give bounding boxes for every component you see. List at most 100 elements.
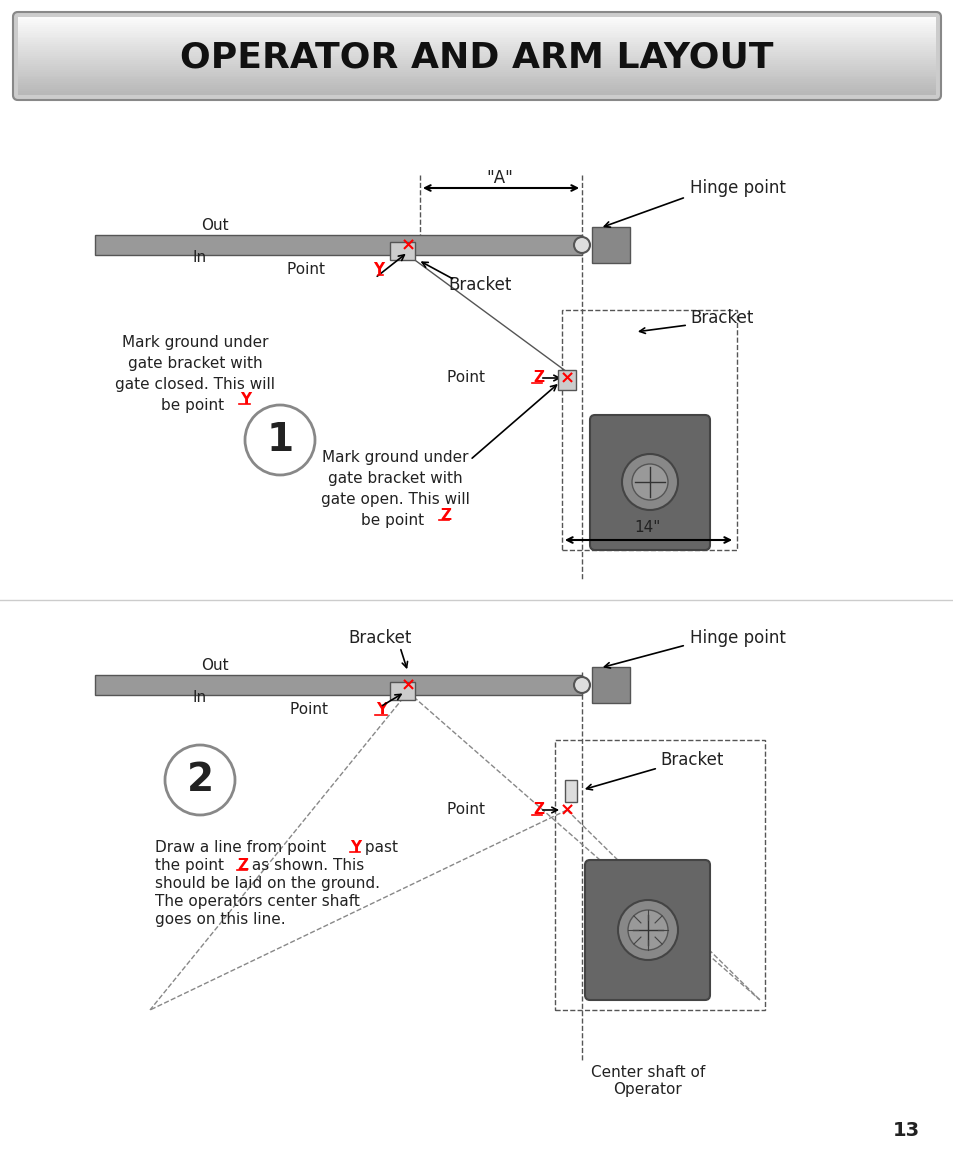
Text: Point: Point bbox=[447, 802, 490, 817]
Circle shape bbox=[574, 236, 589, 253]
Text: Y: Y bbox=[375, 702, 387, 717]
Text: The operators center shaft: The operators center shaft bbox=[154, 894, 359, 909]
Bar bbox=[390, 242, 415, 260]
Bar bbox=[558, 370, 576, 389]
Bar bbox=[18, 81, 935, 83]
Text: Point: Point bbox=[290, 702, 333, 717]
Bar bbox=[18, 23, 935, 24]
Bar bbox=[18, 78, 935, 80]
FancyBboxPatch shape bbox=[589, 415, 709, 551]
Text: Y: Y bbox=[373, 262, 384, 277]
Text: Z: Z bbox=[533, 802, 543, 817]
Text: Bracket: Bracket bbox=[448, 276, 511, 294]
Bar bbox=[18, 36, 935, 38]
Bar bbox=[564, 780, 577, 802]
Text: Point: Point bbox=[287, 262, 330, 277]
Text: past: past bbox=[359, 840, 397, 855]
Bar bbox=[18, 19, 935, 21]
Text: ×: × bbox=[400, 676, 416, 694]
Bar bbox=[18, 21, 935, 23]
Bar bbox=[18, 93, 935, 95]
Bar bbox=[18, 86, 935, 87]
Bar bbox=[561, 309, 737, 551]
Text: Hinge point: Hinge point bbox=[689, 629, 785, 647]
Text: Z: Z bbox=[533, 371, 543, 386]
Bar bbox=[18, 75, 935, 78]
Text: 14": 14" bbox=[634, 520, 660, 535]
Text: Bracket: Bracket bbox=[348, 629, 412, 647]
Bar bbox=[18, 24, 935, 27]
Text: ×: × bbox=[558, 369, 574, 387]
Bar bbox=[18, 44, 935, 46]
Text: ×: × bbox=[558, 801, 574, 819]
Text: 1: 1 bbox=[266, 421, 294, 459]
Text: Mark ground under
gate bracket with
gate closed. This will
be point: Mark ground under gate bracket with gate… bbox=[115, 335, 274, 413]
Text: Bracket: Bracket bbox=[659, 751, 722, 770]
Bar bbox=[18, 32, 935, 35]
Bar bbox=[18, 87, 935, 89]
Text: Point: Point bbox=[447, 371, 490, 386]
Text: as shown. This: as shown. This bbox=[247, 858, 364, 873]
Text: "A": "A" bbox=[486, 169, 513, 187]
Circle shape bbox=[618, 901, 678, 960]
Text: Y: Y bbox=[240, 392, 251, 407]
Ellipse shape bbox=[165, 745, 234, 815]
Bar bbox=[592, 666, 629, 704]
Text: Z: Z bbox=[236, 858, 248, 873]
Bar bbox=[18, 56, 935, 58]
Bar bbox=[18, 66, 935, 67]
Text: goes on this line.: goes on this line. bbox=[154, 912, 285, 927]
Bar bbox=[592, 227, 629, 263]
Bar bbox=[18, 49, 935, 50]
Text: Draw a line from point: Draw a line from point bbox=[154, 840, 331, 855]
Text: In: In bbox=[193, 691, 207, 706]
Text: Out: Out bbox=[201, 657, 229, 672]
Bar bbox=[18, 58, 935, 60]
Bar bbox=[18, 41, 935, 43]
Text: ×: × bbox=[400, 236, 416, 254]
Bar bbox=[18, 67, 935, 70]
Circle shape bbox=[627, 910, 667, 950]
Bar bbox=[18, 52, 935, 54]
Bar bbox=[18, 46, 935, 49]
Text: the point: the point bbox=[154, 858, 229, 873]
Bar bbox=[18, 70, 935, 72]
Bar bbox=[18, 50, 935, 52]
Text: Mark ground under
gate bracket with
gate open. This will
be point: Mark ground under gate bracket with gate… bbox=[320, 450, 469, 529]
Bar bbox=[18, 27, 935, 29]
FancyBboxPatch shape bbox=[584, 860, 709, 1000]
Bar bbox=[390, 681, 415, 700]
Text: In: In bbox=[193, 250, 207, 265]
Bar bbox=[95, 675, 581, 695]
Text: 2: 2 bbox=[186, 761, 213, 799]
Text: Center shaft of
Operator: Center shaft of Operator bbox=[590, 1065, 704, 1098]
Bar bbox=[18, 83, 935, 86]
Text: should be laid on the ground.: should be laid on the ground. bbox=[154, 876, 379, 891]
Bar bbox=[18, 64, 935, 66]
Ellipse shape bbox=[245, 404, 314, 475]
Bar bbox=[18, 43, 935, 44]
Text: Out: Out bbox=[201, 218, 229, 233]
FancyBboxPatch shape bbox=[13, 12, 940, 100]
Bar bbox=[95, 235, 581, 255]
Bar bbox=[18, 29, 935, 30]
Bar bbox=[18, 38, 935, 41]
Circle shape bbox=[631, 464, 667, 500]
Bar bbox=[18, 30, 935, 32]
Bar bbox=[18, 73, 935, 75]
Text: OPERATOR AND ARM LAYOUT: OPERATOR AND ARM LAYOUT bbox=[180, 41, 773, 74]
Text: Bracket: Bracket bbox=[689, 309, 753, 327]
Text: Hinge point: Hinge point bbox=[689, 178, 785, 197]
Bar bbox=[555, 739, 764, 1009]
Circle shape bbox=[621, 454, 678, 510]
Bar bbox=[18, 61, 935, 64]
Circle shape bbox=[574, 677, 589, 693]
Text: Z: Z bbox=[439, 508, 451, 523]
Bar bbox=[18, 54, 935, 56]
Text: 13: 13 bbox=[892, 1121, 919, 1139]
Bar bbox=[18, 92, 935, 93]
Bar bbox=[18, 60, 935, 61]
Text: Y: Y bbox=[350, 840, 361, 855]
Bar bbox=[18, 89, 935, 92]
Bar bbox=[18, 35, 935, 36]
